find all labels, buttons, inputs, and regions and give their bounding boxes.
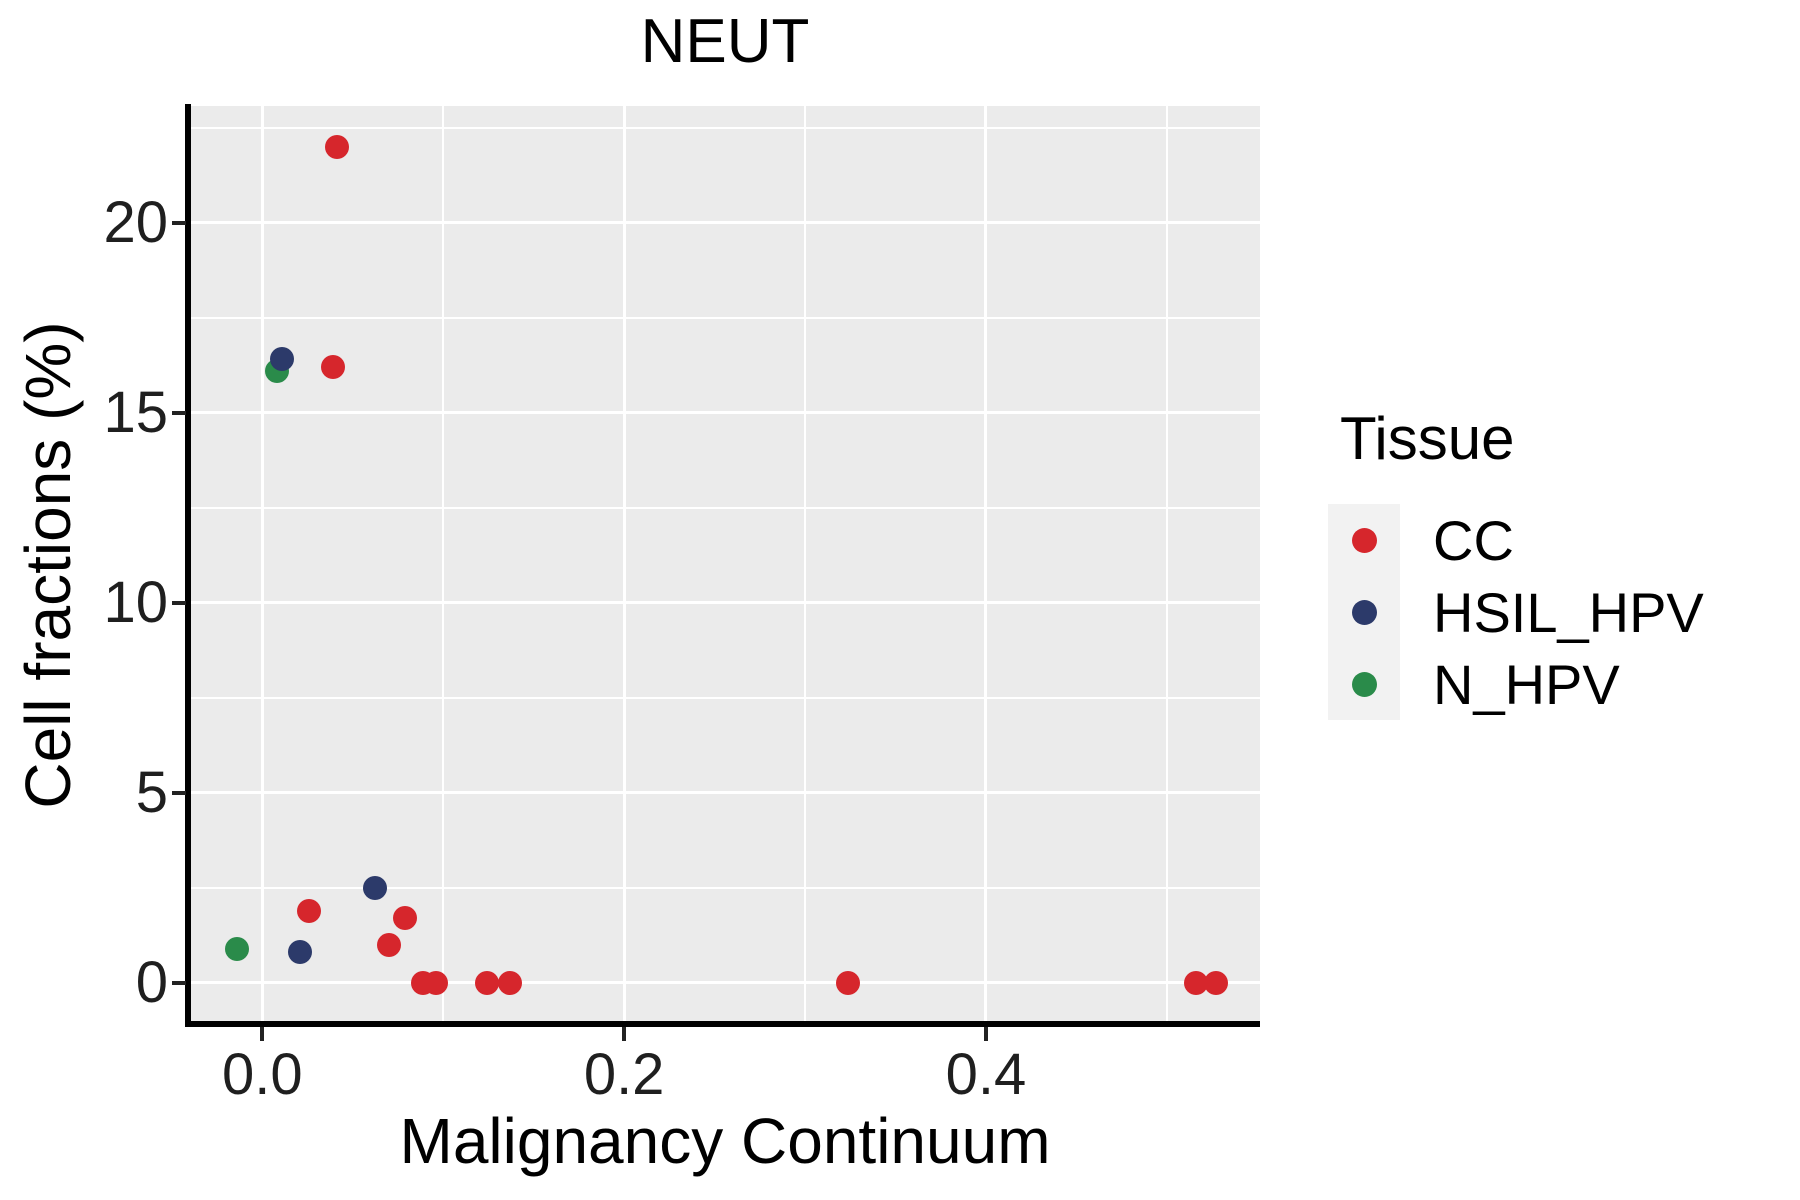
- x-tick-label: 0.4: [945, 1042, 1027, 1107]
- x-minor-gridline: [1165, 106, 1168, 1023]
- data-point-CC: [1203, 970, 1228, 995]
- legend-dot-icon: [1351, 527, 1377, 553]
- y-major-gridline: [190, 411, 1260, 415]
- x-axis-tick: [260, 1027, 265, 1041]
- data-point-HSIL_HPV: [270, 347, 295, 372]
- x-major-gridline: [260, 106, 264, 1023]
- data-point-CC: [297, 898, 322, 923]
- data-point-CC: [376, 932, 401, 957]
- y-axis-tick: [172, 220, 186, 225]
- legend-dot-icon: [1351, 599, 1377, 625]
- data-point-N_HPV: [225, 936, 250, 961]
- data-point-CC: [836, 970, 861, 995]
- data-point-CC: [393, 906, 418, 931]
- y-axis-tick: [172, 790, 186, 795]
- legend: CC HSIL_HPV N_HPV: [1328, 504, 1704, 720]
- y-minor-gridline: [190, 316, 1260, 319]
- data-point-HSIL_HPV: [362, 875, 387, 900]
- y-axis-tick: [172, 600, 186, 605]
- y-tick-label: 20: [103, 189, 168, 255]
- data-point-CC: [324, 134, 349, 159]
- legend-key: [1328, 648, 1400, 720]
- x-tick-label: 0.2: [583, 1042, 665, 1107]
- legend-item-label: N_HPV: [1433, 652, 1620, 716]
- y-major-gridline: [190, 221, 1260, 225]
- y-major-gridline: [190, 981, 1260, 985]
- data-point-CC: [474, 970, 499, 995]
- data-point-CC: [424, 970, 449, 995]
- x-axis-title: Malignancy Continuum: [399, 1105, 1051, 1177]
- data-point-HSIL_HPV: [288, 940, 313, 965]
- y-minor-gridline: [190, 886, 1260, 889]
- legend-title: Tissue: [1340, 405, 1515, 472]
- y-minor-gridline: [190, 696, 1260, 699]
- data-point-CC: [320, 355, 345, 380]
- x-major-gridline: [984, 106, 988, 1023]
- legend-item-label: HSIL_HPV: [1433, 580, 1704, 644]
- x-minor-gridline: [804, 106, 807, 1023]
- legend-dot-icon: [1351, 671, 1377, 697]
- y-minor-gridline: [190, 506, 1260, 509]
- x-tick-label: 0.0: [222, 1042, 303, 1107]
- data-point-CC: [498, 970, 523, 995]
- legend-item-label: CC: [1433, 508, 1514, 572]
- legend-key: [1328, 504, 1400, 576]
- plot-panel: [190, 106, 1260, 1023]
- y-tick-label: 5: [135, 759, 168, 825]
- y-axis-tick: [172, 410, 186, 415]
- legend-item: CC: [1328, 504, 1704, 576]
- legend-key: [1328, 576, 1400, 648]
- x-axis-tick: [983, 1027, 988, 1041]
- x-major-gridline: [622, 106, 626, 1023]
- y-major-gridline: [190, 601, 1260, 605]
- y-axis-line: [185, 104, 191, 1026]
- y-minor-gridline: [190, 126, 1260, 129]
- y-major-gridline: [190, 791, 1260, 795]
- y-axis-tick: [172, 980, 186, 985]
- y-tick-label: 10: [103, 569, 168, 635]
- chart-title: NEUT: [640, 7, 810, 76]
- x-axis-line: [185, 1021, 1260, 1027]
- y-tick-label: 15: [103, 379, 168, 445]
- y-axis-title: Cell fractions (%): [12, 321, 84, 809]
- x-minor-gridline: [442, 106, 445, 1023]
- legend-item: HSIL_HPV: [1328, 576, 1704, 648]
- legend-item: N_HPV: [1328, 648, 1704, 720]
- y-tick-label: 0: [135, 949, 168, 1015]
- x-axis-tick: [622, 1027, 627, 1041]
